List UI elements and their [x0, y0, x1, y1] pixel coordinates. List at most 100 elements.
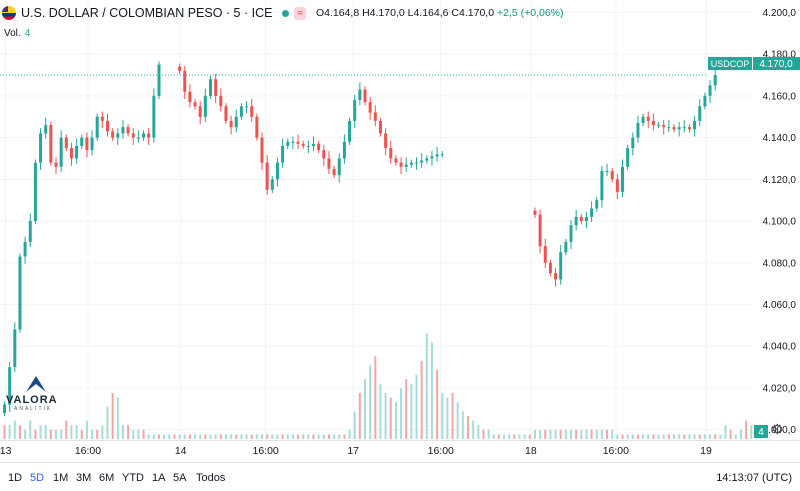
- volume-legend[interactable]: Vol. 4: [4, 28, 30, 39]
- candle-body: [245, 106, 249, 108]
- volume-bar: [642, 434, 645, 439]
- timeframe-1m[interactable]: 1M: [53, 472, 69, 484]
- timeframe-6m[interactable]: 6M: [99, 472, 115, 484]
- y-tick-label: 4.080,0: [763, 258, 797, 269]
- logo-subtext: ANALITIK: [14, 406, 53, 412]
- volume-bar: [683, 434, 686, 439]
- candle-body: [641, 116, 645, 123]
- candle-body: [301, 143, 305, 146]
- volume-bar: [503, 434, 506, 439]
- volume-bar: [631, 434, 634, 439]
- volume-bar: [729, 429, 732, 439]
- candle-body: [203, 95, 207, 117]
- volume-bar: [291, 434, 294, 439]
- last-price-label: USDCOP 4.170,0 4: [708, 57, 800, 438]
- volume-bar: [544, 429, 547, 439]
- candle-body: [39, 133, 43, 163]
- volume-bar: [734, 434, 737, 439]
- candle-body: [49, 125, 53, 163]
- volume-bar: [173, 434, 176, 439]
- volume-bar: [523, 434, 526, 439]
- candle-body: [342, 141, 346, 159]
- candle-body: [554, 273, 558, 280]
- approx-badge[interactable]: ≈: [294, 6, 306, 20]
- candle-body: [590, 208, 594, 217]
- volume-bar: [29, 420, 32, 439]
- chart-legend[interactable]: U.S. DOLLAR / COLOMBIAN PESO · 5 · ICE ≈…: [0, 4, 564, 22]
- candle-body: [358, 89, 362, 101]
- currency-flag-icon: [2, 6, 16, 20]
- candle-body: [631, 137, 635, 149]
- candle-body: [657, 125, 661, 127]
- candle-body: [425, 158, 429, 161]
- y-tick-label: 4.120,0: [763, 175, 797, 186]
- candle-body: [595, 200, 599, 209]
- volume-bar: [297, 434, 300, 439]
- volume-bar: [266, 434, 269, 439]
- volume-bar: [245, 434, 248, 439]
- candle-body: [363, 89, 367, 103]
- volume-bar: [400, 388, 403, 439]
- candle-body: [178, 66, 182, 71]
- volume-bar: [461, 411, 464, 439]
- candle-body: [64, 137, 68, 149]
- candle-body: [538, 214, 542, 247]
- y-tick-label: 4.200,0: [763, 8, 797, 19]
- symbol-title[interactable]: U.S. DOLLAR / COLOMBIAN PESO · 5 · ICE: [21, 6, 273, 20]
- candle-body: [703, 95, 707, 107]
- candle-body: [543, 246, 547, 263]
- market-status-dot-icon[interactable]: [282, 9, 290, 17]
- volume-bar: [415, 374, 418, 439]
- candle-body: [404, 164, 408, 167]
- candle-body: [626, 148, 630, 167]
- timeframe-5d[interactable]: 5D: [30, 472, 45, 484]
- logo-chevron-icon: [26, 376, 46, 392]
- candle-body: [33, 162, 37, 222]
- utc-clock[interactable]: 14:13:07 (UTC): [716, 472, 792, 484]
- candle-body: [198, 106, 202, 117]
- volume-bar: [492, 434, 495, 439]
- volume-bar: [389, 397, 392, 439]
- candle-body: [327, 158, 331, 169]
- volume-bar: [286, 434, 289, 439]
- timeframe-ytd[interactable]: YTD: [122, 472, 144, 484]
- volume-bar: [714, 434, 717, 439]
- volume-bar: [333, 434, 336, 439]
- candle-body: [533, 210, 537, 215]
- volume-bar: [209, 434, 212, 439]
- timeframe-1d[interactable]: 1D: [8, 472, 23, 484]
- settings-gear-icon[interactable]: ⚙: [771, 421, 784, 437]
- volume-bar: [230, 434, 233, 439]
- candle-body: [559, 252, 563, 280]
- volume-bar: [487, 429, 490, 439]
- last-price-symbol: USDCOP: [711, 59, 750, 69]
- candle-body: [332, 168, 336, 176]
- volume-bar: [127, 425, 130, 439]
- time-axis[interactable]: 13 16:00 14 16:00 17 16:00 18 16:00 19: [0, 440, 800, 458]
- volume-bar: [358, 393, 361, 439]
- high-value: H4.170,0: [362, 7, 405, 19]
- volume-bar: [121, 425, 124, 439]
- volume-bar: [564, 429, 567, 439]
- candle-body: [615, 179, 619, 192]
- candle-body: [54, 162, 58, 167]
- timeframe-3m[interactable]: 3M: [76, 472, 92, 484]
- timeframe-1a[interactable]: 1A: [152, 472, 166, 484]
- volume-bar: [255, 434, 258, 439]
- price-axis[interactable]: 4.000,0 4.020,0 4.040,0 4.060,0 4.080,0 4.100…: [763, 8, 797, 436]
- candle-body: [415, 162, 418, 164]
- candle-body: [579, 216, 583, 222]
- timeframe-todos[interactable]: Todos: [196, 472, 226, 484]
- volume-bar: [348, 429, 351, 439]
- volume-bar: [600, 429, 603, 439]
- volume-bar: [636, 434, 639, 439]
- candle-body: [270, 179, 274, 190]
- volume-bar: [539, 429, 542, 439]
- timeframe-5a[interactable]: 5A: [173, 472, 187, 484]
- open-value: O4.164,8: [315, 7, 360, 19]
- volume-bar: [3, 425, 6, 439]
- candle-body: [420, 160, 424, 163]
- volume-bar: [70, 425, 73, 439]
- volume-bar: [652, 434, 655, 439]
